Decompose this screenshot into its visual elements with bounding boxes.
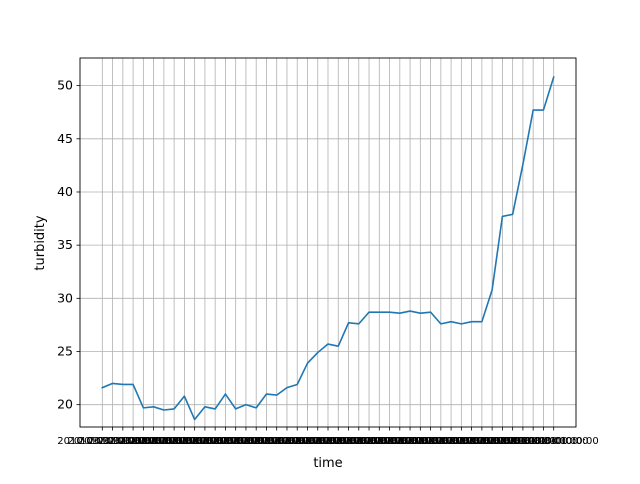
series-line [101, 76, 555, 421]
x-tick-label: 2010-03-01 00:00 [139, 436, 229, 447]
x-tick-label: 2010-03-01 00:00 [468, 436, 558, 447]
x-tick-label: 2010-03-01 00:00 [427, 436, 517, 447]
x-tick-label: 2010-03-01 00:00 [129, 436, 219, 447]
x-tick-label: 2010-03-01 00:00 [334, 436, 424, 447]
x-tick-label: 2010-03-01 00:00 [365, 436, 455, 447]
x-tick-label: 2010-03-01 00:00 [88, 436, 178, 447]
x-tick-label: 2010-03-01 00:00 [57, 436, 147, 447]
x-tick-label: 2010-03-01 00:00 [180, 436, 270, 447]
x-tick-label: 2010-03-01 00:00 [344, 436, 434, 447]
y-tick-label: 35 [57, 237, 73, 252]
y-tick-label: 50 [57, 78, 73, 93]
x-tick-label: 2010-03-01 00:00 [211, 436, 301, 447]
x-tick-label: 2010-03-01 00:00 [78, 436, 168, 447]
x-tick-label: 2010-03-01 00:00 [201, 436, 291, 447]
x-axis-label: time [313, 456, 342, 471]
x-tick-label: 2010-03-01 00:00 [406, 436, 496, 447]
y-axis-label: turbidity [33, 215, 48, 271]
y-axis-ticks: 20 25 30 35 40 45 50 [57, 78, 80, 412]
x-tick-label: 2010-03-01 00:00 [375, 436, 465, 447]
x-tick-label: 2010-03-01 00:00 [273, 436, 363, 447]
x-tick-label: 2010-03-01 00:00 [293, 436, 383, 447]
x-tick-label: 2010-03-01 00:00 [416, 436, 506, 447]
x-tick-label: 2010-03-01 00:00 [170, 436, 260, 447]
x-tick-label: 2010-03-01 00:00 [119, 436, 209, 447]
grid [80, 58, 576, 427]
y-tick-label: 25 [57, 343, 73, 358]
x-tick-label: 2010-03-01 00:00 [160, 436, 250, 447]
x-tick-label: 2010-03-01 00:00 [457, 436, 547, 447]
plot-frame [79, 57, 577, 428]
x-tick-label: 2010-03-01 00:00 [437, 436, 527, 447]
x-tick-label: 2010-03-01 00:00 [191, 436, 281, 447]
x-tick-label: 2010-03-01 00:00 [242, 436, 332, 447]
x-tick-label: 2010-03-01 00:00 [68, 436, 158, 447]
x-tick-label: 2010-03-01 00:00 [303, 436, 393, 447]
x-tick-label: 2010-03-01 00:00 [488, 436, 578, 447]
x-tick-label: 2010-03-01 00:00 [98, 436, 188, 447]
x-tick-label: 2010-03-01 00:00 [252, 436, 342, 447]
x-tick-label: 2010-03-01 00:00 [262, 436, 352, 447]
x-tick-label: 2010-03-01 00:00 [386, 436, 476, 447]
x-tick-label: 2010-03-01 00:00 [509, 436, 599, 447]
x-tick-label: 2010-03-01 00:00 [283, 436, 373, 447]
x-tick-label: 2010-03-01 00:00 [478, 436, 568, 447]
y-tick-label: 30 [57, 290, 73, 305]
x-tick-label: 2010-03-01 00:00 [314, 436, 404, 447]
x-tick-label: 2010-03-01 00:00 [396, 436, 486, 447]
x-tick-label: 2010-03-01 00:00 [232, 436, 322, 447]
x-tick-label: 2010-03-01 00:00 [221, 436, 311, 447]
x-tick-label: 2010-03-01 00:00 [109, 436, 199, 447]
y-tick-label: 40 [57, 184, 73, 199]
x-tick-label: 2010-03-01 00:00 [324, 436, 414, 447]
x-tick-label: 2010-03-01 00:00 [498, 436, 588, 447]
y-tick-label: 20 [57, 397, 73, 412]
x-tick-label: 2010-03-01 00:00 [447, 436, 537, 447]
x-tick-label: 2010-03-01 00:00 [150, 436, 240, 447]
y-tick-label: 45 [57, 131, 73, 146]
x-tick-label: 2010-03-01 00:00 [355, 436, 445, 447]
series-layer [101, 76, 555, 421]
